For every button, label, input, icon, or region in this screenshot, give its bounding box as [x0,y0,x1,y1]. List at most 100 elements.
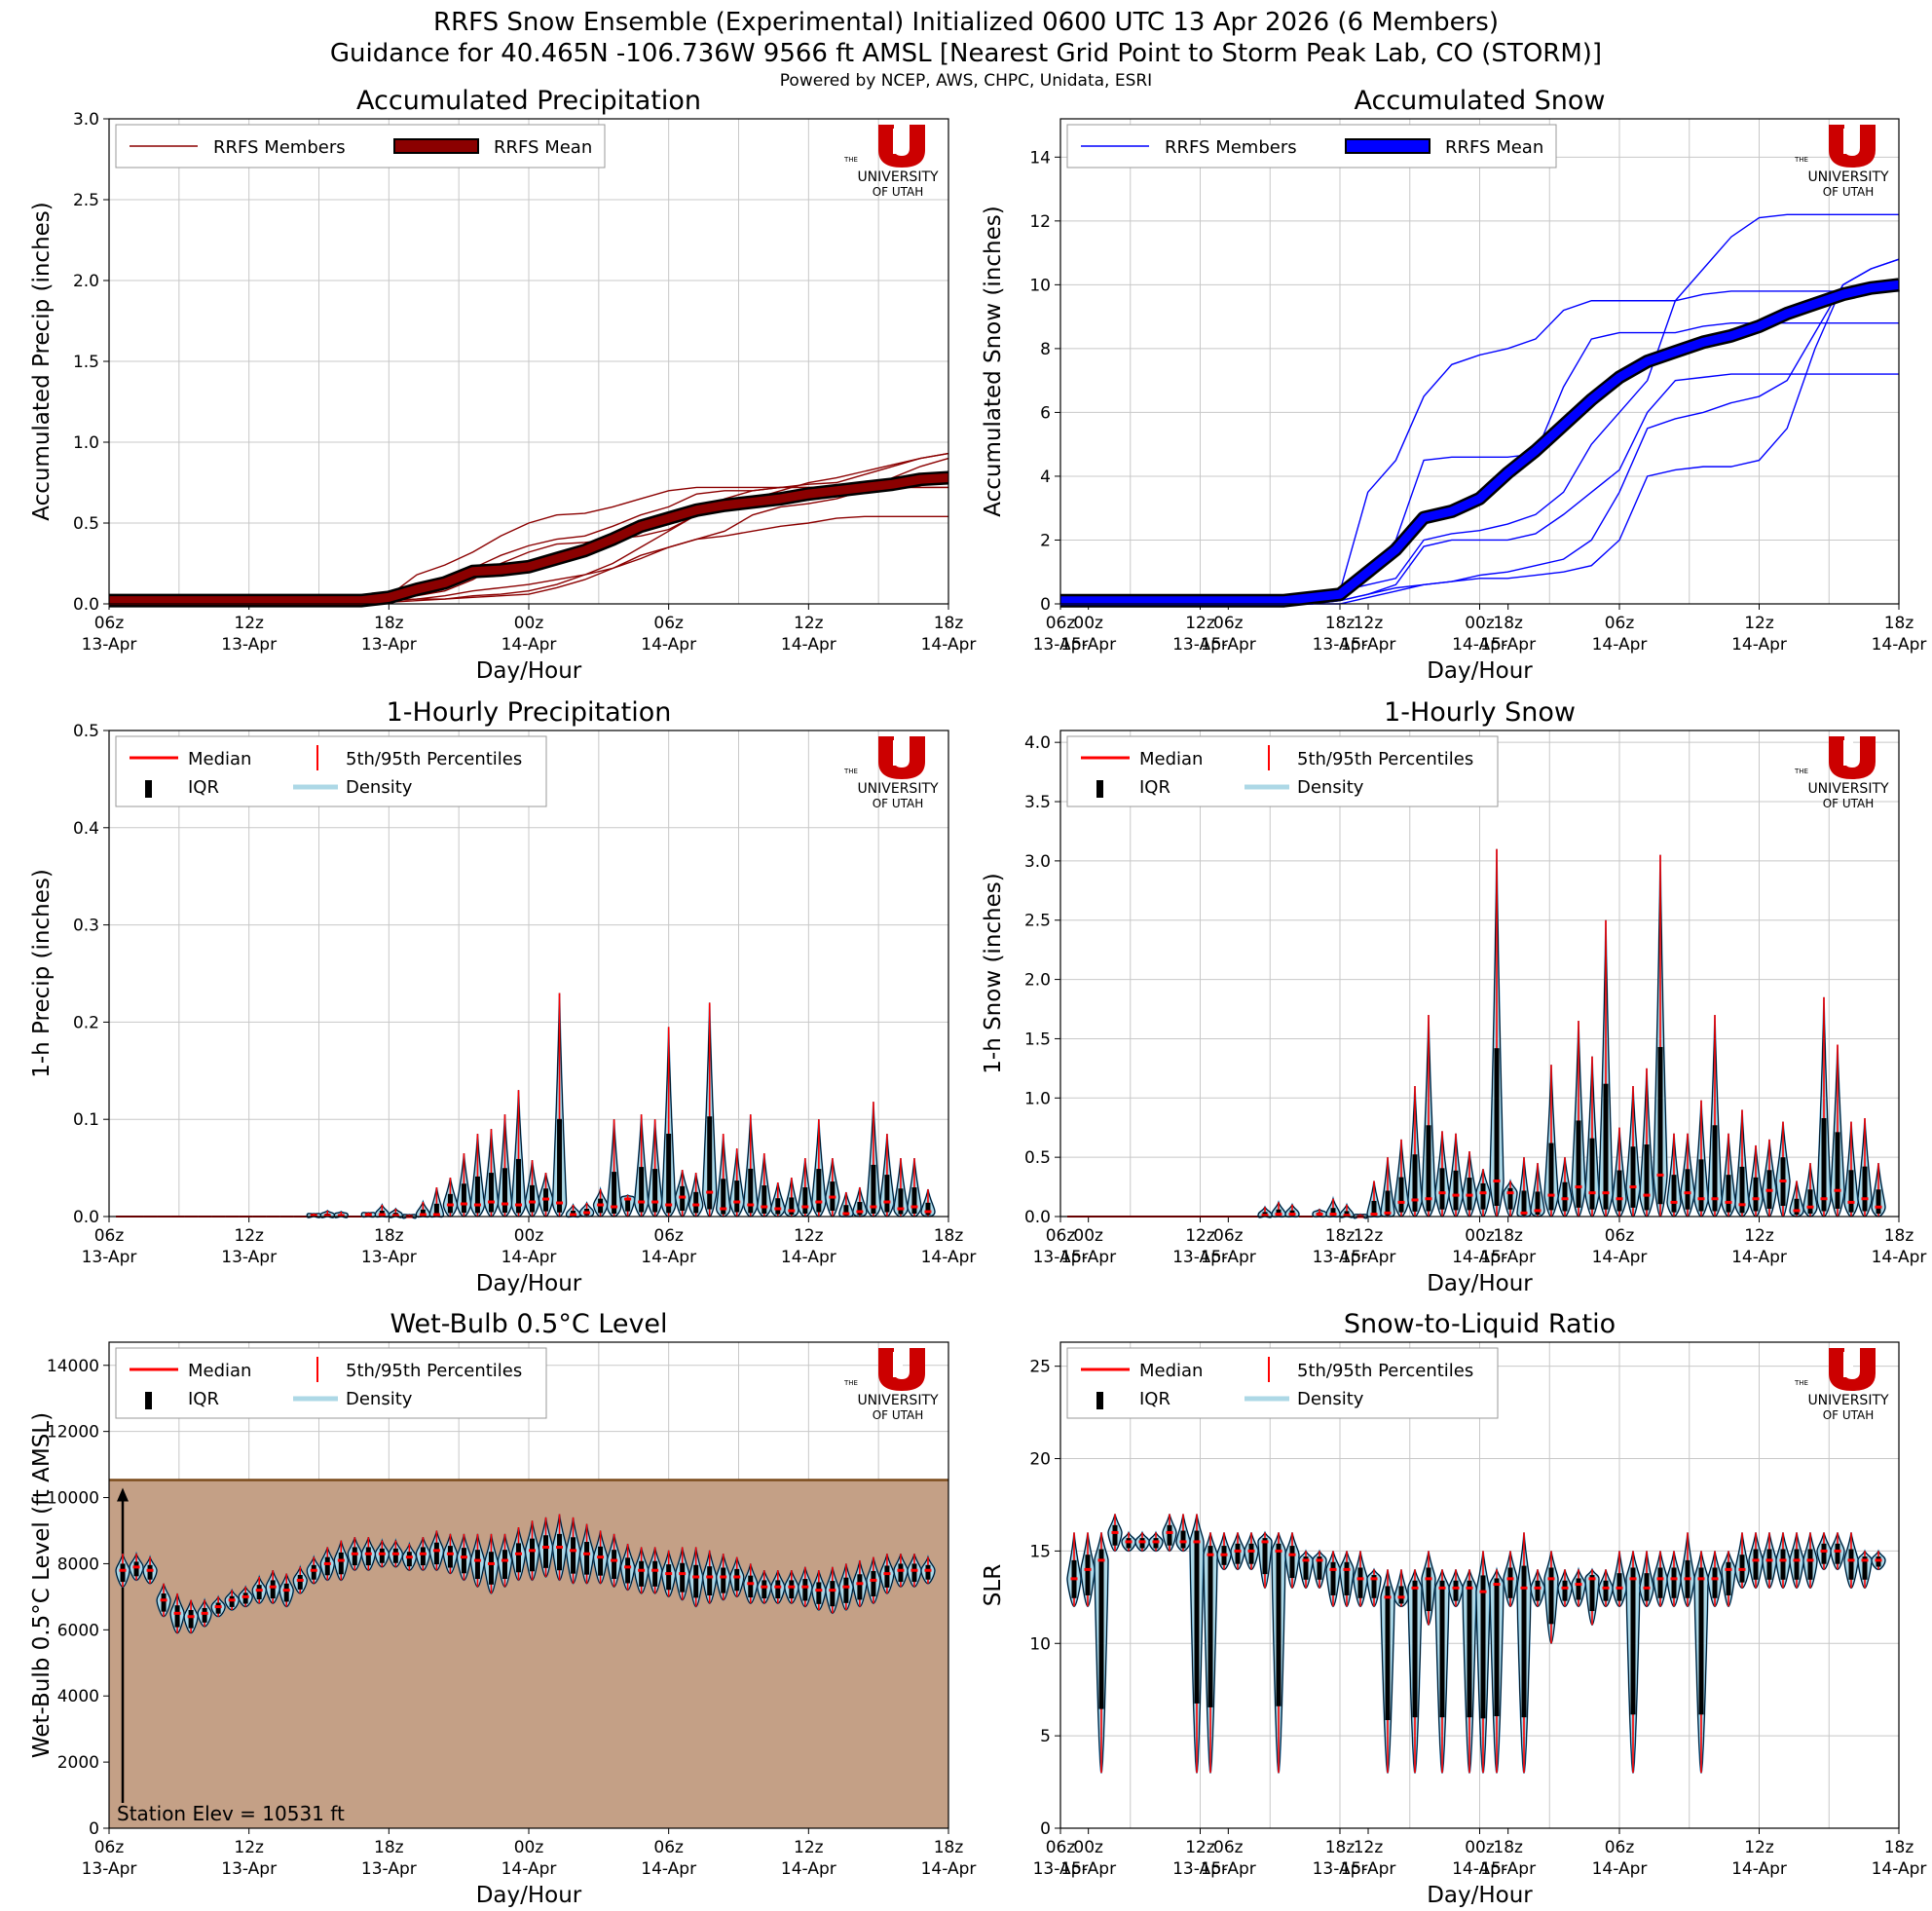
violin-outline [1734,1532,1750,1589]
violin-iqr [1616,1170,1622,1212]
violin-outline [1121,1531,1136,1552]
plot-frame [1059,1341,1900,1829]
x-tick-label-date: 15-Apr [1060,635,1116,655]
violin-iqr [1398,1586,1404,1604]
plot-frame [108,1341,949,1829]
y-tick-label: 0 [89,1819,99,1839]
violin-iqr [612,1172,617,1215]
x-tick-label-hour: 18z [1325,614,1356,633]
legend-iqr-label: IQR [1139,777,1170,798]
legend-density-label: Density [346,777,413,798]
x-tick-label-date: 15-Apr [1341,635,1396,655]
y-tick-label: 2 [1040,531,1051,550]
x-tick-label-hour: 18z [1493,614,1523,633]
violin-iqr [202,1607,207,1623]
logo-of-utah: OF UTAH [1823,1408,1875,1422]
y-tick-label: 25 [1029,1358,1051,1377]
violin-iqr [1835,1132,1840,1209]
violin-iqr [133,1561,139,1577]
violin-iqr [1412,1580,1418,1718]
violin-outline [1298,1550,1314,1589]
legend-box [115,735,547,807]
violin-iqr [515,1158,521,1214]
y-tick-label: 2000 [57,1753,99,1773]
violin-iqr [1098,1549,1104,1709]
y-tick-label: 0.1 [73,1110,99,1130]
panel-1: 0 2 4 6 8 10 12 14 06z 13-Apr 12z 13-Apr 18z 13-Apr 00… [981,86,1926,684]
x-tick-label-date: 15-Apr [1201,635,1256,655]
mean-line [1060,280,1900,606]
violin-outline [1175,1514,1191,1552]
violin-outline [716,1554,731,1601]
logo-of-utah: OF UTAH [873,797,924,810]
violin-outline [1393,1569,1409,1607]
violin-iqr [530,1184,536,1213]
violin-outline [1325,1551,1341,1607]
panel-3: 0.00.51.01.52.02.53.03.54.006z13-Apr12z1… [981,697,1926,1296]
violin-iqr [1671,1567,1677,1598]
x-tick-label-hour: 12z [234,1226,264,1246]
panel-title: Wet-Bulb 0.5°C Level [390,1309,667,1339]
y-tick-label: 2.5 [1024,912,1051,931]
violin-iqr [652,1560,658,1587]
violin-iqr [1357,1567,1363,1598]
x-tick-label-date: 14-Apr [921,1859,977,1879]
y-tick-label: 5 [1040,1727,1051,1746]
violin-iqr [557,1118,563,1213]
x-tick-label-date: 13-Apr [82,635,137,655]
y-axis-label: 1-h Precip (inches) [29,869,55,1078]
y-tick-label: 12 [1029,212,1051,232]
violin-outline [457,1533,471,1581]
violin-iqr [1739,1166,1745,1214]
x-tick-label-date: 14-Apr [781,1859,836,1879]
violin-iqr [802,1579,808,1601]
violin-outline [1762,1532,1777,1589]
violin-outline [470,1533,485,1588]
x-tick-label-date: 15-Apr [1480,635,1536,655]
violin-iqr [734,1568,740,1592]
legend-percentile-label: 5th/95th Percentiles [1297,749,1473,769]
violin-iqr [884,1565,890,1588]
x-tick-label-date: 13-Apr [82,1248,137,1267]
x-tick-label-date: 14-Apr [502,635,557,655]
violin-iqr [598,1546,604,1576]
violin-iqr [188,1609,194,1629]
violin-iqr [1344,1561,1350,1595]
x-tick-label-date: 14-Apr [1731,1248,1787,1267]
x-axis-label: Day/Hour [476,1883,582,1908]
violin-outline [1625,1551,1641,1774]
x-tick-label-hour: 00z [1465,1838,1495,1857]
x-tick-label-date: 14-Apr [1452,1859,1507,1879]
y-tick-label: 4000 [57,1687,99,1706]
x-tick-label-date: 13-Apr [1172,1248,1228,1267]
utah-u-icon-bar [1843,1352,1853,1377]
panel-title: Accumulated Precipitation [356,86,701,116]
legend-median-label: Median [1139,1361,1203,1381]
violin-iqr [1276,1543,1282,1706]
y-axis-label: Accumulated Precip (inches) [29,202,55,521]
x-tick-label-date: 13-Apr [221,635,277,655]
violin-iqr [1426,1125,1431,1212]
x-tick-label-date: 14-Apr [1592,1248,1648,1267]
violin-iqr [1821,1543,1827,1564]
violin-outline [1721,1551,1736,1607]
x-tick-label-date: 13-Apr [361,635,417,655]
violin-iqr [625,1557,631,1584]
x-tick-label-hour: 12z [1744,1226,1774,1246]
violin-iqr [420,1547,426,1566]
violin-iqr [502,1168,507,1214]
violin-iqr [1835,1543,1840,1564]
violin-iqr [474,1176,480,1214]
x-tick-label-hour: 06z [1213,1838,1244,1857]
violin-iqr [530,1538,536,1572]
legend-box [1066,124,1557,169]
y-tick-label: 0.0 [1024,1208,1051,1227]
violin-iqr [420,1209,426,1217]
violin-iqr [502,1550,507,1580]
y-tick-label: 4.0 [1024,733,1051,753]
utah-u-icon [878,1348,925,1391]
utah-u-icon [1829,1348,1876,1391]
violin-iqr [1398,1177,1404,1213]
